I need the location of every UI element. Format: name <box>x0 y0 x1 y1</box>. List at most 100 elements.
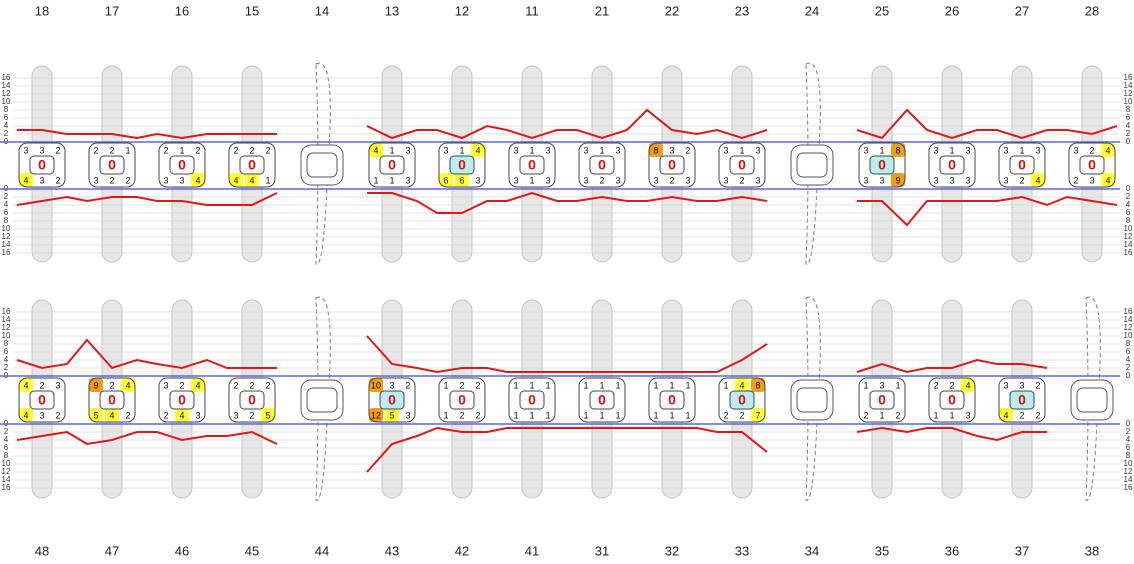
depth-value: 2 <box>55 145 60 155</box>
depth-value: 3 <box>1073 145 1078 155</box>
scale-label: 16 <box>2 307 11 316</box>
depth-line <box>856 426 1047 442</box>
scale-label: 12 <box>2 323 11 332</box>
scale-label: 14 <box>1124 315 1133 324</box>
tooth-number: 38 <box>1085 543 1099 558</box>
depth-cell <box>455 173 469 187</box>
scale-label: 10 <box>1124 97 1133 106</box>
depth-cell <box>229 173 243 187</box>
depth-value: 6 <box>459 175 464 185</box>
depth-value: 3 <box>723 145 728 155</box>
box-inner <box>1079 155 1105 175</box>
tooth-box: 02 2 13 2 2 <box>88 142 136 188</box>
tooth-number: 36 <box>945 543 959 558</box>
depth-value: 2 <box>723 410 728 420</box>
scale-label: 6 <box>1126 443 1131 452</box>
depth-line <box>856 108 1118 140</box>
tooth-number: 43 <box>385 543 399 558</box>
depth-value: 2 <box>109 175 114 185</box>
depth-cell <box>261 408 275 422</box>
scale-label: 12 <box>1124 89 1133 98</box>
center-value: 0 <box>1018 157 1026 173</box>
tooth-number: 47 <box>105 543 119 558</box>
depth-value: 2 <box>1035 410 1040 420</box>
depth-value: 4 <box>373 145 378 155</box>
depth-cell <box>751 378 765 392</box>
scale-label: 8 <box>1126 339 1131 348</box>
scale-label: 14 <box>2 315 11 324</box>
scale-label: 4 <box>4 435 9 444</box>
depth-cell <box>439 173 453 187</box>
tooth-box: 0 10 3 2 12 5 3 <box>368 377 416 423</box>
scale-label: 0 <box>1126 371 1131 380</box>
depth-value: 2 <box>249 145 254 155</box>
depth-value: 3 <box>405 175 410 185</box>
depth-value: 1 <box>583 410 588 420</box>
depth-value: 1 <box>389 175 394 185</box>
scale-label: 2 <box>4 129 9 138</box>
tooth-box <box>300 379 344 421</box>
depth-value: 3 <box>653 175 658 185</box>
scale-label: 2 <box>1126 129 1131 138</box>
center-value: 0 <box>178 157 186 173</box>
depth-value: 3 <box>1089 175 1094 185</box>
depth-value: 4 <box>195 175 200 185</box>
scale-label: 6 <box>4 347 9 356</box>
depth-value: 3 <box>863 145 868 155</box>
depth-value: 2 <box>125 410 130 420</box>
depth-value: 4 <box>195 380 200 390</box>
center-value: 0 <box>1088 157 1096 173</box>
depth-value: 1 <box>685 380 690 390</box>
box-outline <box>438 142 486 188</box>
box-outline <box>998 142 1046 188</box>
box-outline <box>228 142 276 188</box>
depth-value: 6 <box>443 175 448 185</box>
tooth-box: 01 2 2 1 2 2 <box>438 377 486 423</box>
depth-value: 3 <box>583 175 588 185</box>
box-outline <box>508 377 556 423</box>
scale-label: 8 <box>4 451 9 460</box>
depth-value: 3 <box>1003 380 1008 390</box>
depth-value: 1 <box>863 380 868 390</box>
depth-value: 4 <box>475 145 480 155</box>
depth-cell <box>961 378 975 392</box>
depth-value: 3 <box>545 145 550 155</box>
box-inner <box>99 155 125 175</box>
depth-value: 2 <box>195 145 200 155</box>
depth-value: 4 <box>179 410 184 420</box>
depth-value: 3 <box>179 175 184 185</box>
depth-value: 3 <box>755 175 760 185</box>
depth-value: 1 <box>459 145 464 155</box>
depth-value: 5 <box>93 410 98 420</box>
depth-value: 1 <box>599 380 604 390</box>
tooth-box: 03 1 33 3 3 <box>928 142 976 188</box>
depth-value: 3 <box>39 175 44 185</box>
scale-label: 10 <box>2 459 11 468</box>
tooth-number: 14 <box>315 3 329 18</box>
tooth-box: 01 4 8 2 2 7 <box>718 377 766 423</box>
depth-value: 4 <box>233 175 238 185</box>
depth-value: 2 <box>669 175 674 185</box>
depth-value: 12 <box>371 410 381 420</box>
depth-cell <box>999 408 1013 422</box>
depth-value: 2 <box>863 410 868 420</box>
depth-value: 3 <box>233 410 238 420</box>
scale-label: 16 <box>1124 248 1133 257</box>
depth-value: 1 <box>529 410 534 420</box>
depth-cell <box>19 173 33 187</box>
depth-cell <box>891 143 905 157</box>
box-inner <box>379 390 405 410</box>
tooth-box: 02 2 24 4 1 <box>228 142 276 188</box>
depth-value: 2 <box>1073 175 1078 185</box>
scale-label: 12 <box>1124 232 1133 241</box>
depth-value: 3 <box>513 175 518 185</box>
depth-value: 2 <box>1019 175 1024 185</box>
depth-value: 5 <box>265 410 270 420</box>
depth-value: 3 <box>1019 380 1024 390</box>
box-outline <box>158 142 206 188</box>
depth-value: 4 <box>1105 145 1110 155</box>
scale-label: 14 <box>2 240 11 249</box>
tooth-box: 03 1 3 3 1 3 <box>508 142 556 188</box>
box-inner <box>449 155 475 175</box>
depth-value: 3 <box>685 175 690 185</box>
